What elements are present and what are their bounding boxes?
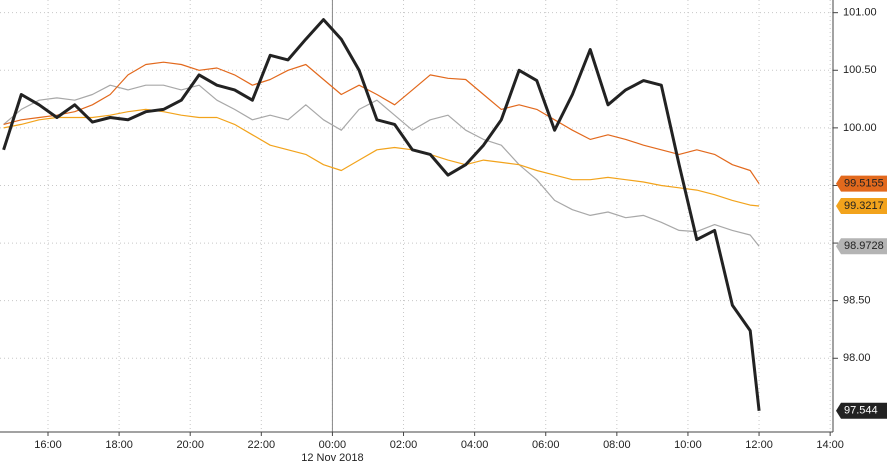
x-tick-label: 14:00	[816, 439, 844, 451]
x-tick-label: 16:00	[34, 439, 62, 451]
x-tick-label: 20:00	[176, 439, 204, 451]
last-value-label: 98.9728	[844, 240, 884, 252]
x-tick-label: 06:00	[532, 439, 560, 451]
x-tick-label: 00:00	[319, 439, 347, 451]
last-value-tag	[836, 175, 887, 192]
last-value-label: 99.3217	[844, 200, 884, 212]
series-line	[3, 108, 760, 207]
y-tick-label: 100.50	[843, 64, 877, 76]
series-line	[3, 61, 760, 185]
last-value-tag	[836, 198, 887, 215]
series-line	[3, 84, 760, 247]
last-value-label: 97.544	[844, 405, 878, 417]
series-line	[2, 18, 761, 411]
x-tick-label: 08:00	[603, 439, 631, 451]
y-tick-label: 100.00	[843, 122, 877, 134]
x-tick-label: 02:00	[390, 439, 418, 451]
x-tick-label: 10:00	[674, 439, 702, 451]
last-value-label: 99.5155	[844, 178, 884, 190]
date-marker-label: 12 Nov 2018	[301, 452, 363, 463]
last-value-tag	[836, 238, 887, 255]
y-tick-label: 98.00	[843, 352, 871, 364]
x-tick-label: 12:00	[745, 439, 773, 451]
last-value-tag	[836, 402, 887, 419]
y-tick-label: 101.00	[843, 7, 877, 19]
x-tick-label: 22:00	[248, 439, 276, 451]
x-tick-label: 04:00	[461, 439, 489, 451]
x-tick-label: 18:00	[105, 439, 133, 451]
y-tick-label: 98.50	[843, 295, 871, 307]
